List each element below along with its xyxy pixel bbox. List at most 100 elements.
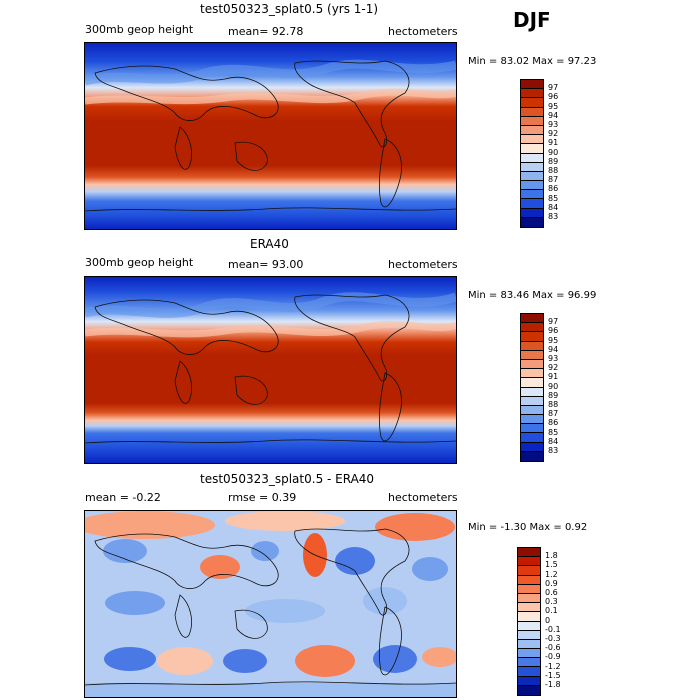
- panel-2-colorbar-swatch: [521, 415, 543, 425]
- panel-3-colorbar-tick-label: -1.8: [545, 680, 561, 689]
- panel-3-colorbar-swatch: [518, 658, 540, 668]
- panel-1-colorbar-swatch: [521, 153, 543, 163]
- panel-2-colorbar-tick-label: 94: [548, 344, 559, 354]
- panel-1-colorbar-swatch: [521, 199, 543, 209]
- panel-1-colorbar-tick-label: 87: [548, 175, 559, 185]
- panel-3-colorbar-tick-label: -0.1: [545, 624, 561, 634]
- panel-3-colorbar-swatch: [518, 557, 540, 567]
- panel-2-colorbar-swatch: [521, 359, 543, 370]
- panel-2-colorbar-swatch: [521, 314, 543, 324]
- panel-3-colorbar-tick-label: -0.9: [545, 652, 561, 662]
- panel-2-map: [84, 276, 457, 464]
- panel-1-colorbar-tick-label: 89: [548, 156, 559, 166]
- panel-1-map-graphic: [85, 43, 456, 229]
- panel-3-colorbar-swatch: [518, 685, 540, 695]
- panel-1-colorbar: [520, 79, 544, 228]
- panel-3-colorbar-tick-label: 0: [545, 615, 551, 625]
- panel-3-colorbar-swatch: [518, 649, 540, 659]
- panel-2-colorbar-swatch: [521, 451, 543, 461]
- panel-1-colorbar-tick-label: 96: [548, 92, 559, 102]
- panel-1-colorbar-tick-label: 91: [548, 138, 559, 148]
- panel-3-colorbar-swatch: [518, 566, 540, 576]
- panel-1-colorbar-tick-label: 88: [548, 166, 559, 175]
- panel-1-colorbar-tick-label: 90: [548, 147, 559, 157]
- panel-2-colorbar-tick-label: 83: [548, 446, 559, 455]
- panel-1-colorbar-tick-label: 85: [548, 193, 559, 203]
- panel-2-colorbar-tick-label: 95: [548, 335, 559, 345]
- panel-3-colorbar-swatch: [518, 603, 540, 613]
- panel-2-colorbar-tick-label: 91: [548, 372, 559, 382]
- panel-1-minmax: Min = 83.02 Max = 97.23: [468, 56, 597, 67]
- panel-2-colorbar-tick-label: 93: [548, 354, 559, 363]
- panel-2-colorbar-swatch: [521, 378, 543, 388]
- panel-1-colorbar-tick-label: 93: [548, 120, 559, 129]
- panel-1-colorbar-swatch: [521, 208, 543, 218]
- panel-1-colorbar-swatch: [521, 125, 543, 136]
- panel-1-colorbar-tick-label: 83: [548, 212, 559, 221]
- panel-3-colorbar-tick-label: 0.6: [545, 588, 558, 597]
- panel-3-colorbar-swatch: [518, 612, 540, 622]
- panel-2-map-graphic: [85, 277, 456, 463]
- panel-3-rmse-label: rmse = 0.39: [228, 491, 297, 504]
- panel-1-colorbar-swatch: [521, 217, 543, 227]
- panel-2-colorbar-swatch: [521, 387, 543, 397]
- panel-2-colorbar-tick-label: 89: [548, 390, 559, 400]
- panel-3-colorbar-tick-label: 1.8: [545, 551, 558, 561]
- panel-3-minmax: Min = -1.30 Max = 0.92: [468, 522, 588, 533]
- panel-1-colorbar-tick-label: 84: [548, 202, 559, 212]
- panel-1-colorbar-tick-label: 95: [548, 101, 559, 111]
- panel-2-colorbar-tick-label: 85: [548, 427, 559, 437]
- panel-1-colorbar-swatch: [521, 98, 543, 108]
- panel-2-variable-label: 300mb geop height: [85, 256, 194, 269]
- panel-2-colorbar-swatch: [521, 424, 543, 434]
- panel-2-colorbar-tick-label: 90: [548, 381, 559, 391]
- panel-1-colorbar-swatch: [521, 107, 543, 117]
- panel-1-colorbar-swatch: [521, 171, 543, 182]
- panel-3-colorbar-tick-label: 0.1: [545, 606, 558, 616]
- panel-1-colorbar-swatch: [521, 162, 543, 172]
- panel-1-colorbar-tick-label: 97: [548, 83, 559, 93]
- panel-3-colorbar-swatch: [518, 575, 540, 585]
- panel-1-colorbar-tick-label: 94: [548, 110, 559, 120]
- panel-1-variable-label: 300mb geop height: [85, 23, 194, 36]
- panel-3-colorbar: [517, 547, 541, 696]
- panel-3-colorbar-swatch: [518, 667, 540, 677]
- panel-2-colorbar-swatch: [521, 369, 543, 379]
- panel-3-colorbar-tick-label: 0.9: [545, 578, 558, 588]
- panel-1-title: test050323_splat0.5 (yrs 1-1): [200, 2, 379, 16]
- panel-2-minmax: Min = 83.46 Max = 96.99: [468, 290, 597, 301]
- panel-2-colorbar-swatch: [521, 396, 543, 406]
- panel-3-colorbar-tick-label: -0.6: [545, 643, 561, 653]
- panel-3-colorbar-swatch: [518, 584, 540, 594]
- panel-1-colorbar-tick-label: 92: [548, 129, 559, 139]
- panel-3-mean-label: mean = -0.22: [85, 491, 161, 504]
- panel-2-colorbar-tick-label: 88: [548, 400, 559, 409]
- panel-3-title: test050323_splat0.5 - ERA40: [200, 472, 375, 486]
- panel-2-colorbar-tick-label: 92: [548, 363, 559, 373]
- panel-1-colorbar-swatch: [521, 80, 543, 90]
- panel-1-colorbar-swatch: [521, 144, 543, 154]
- panel-3-colorbar-swatch: [518, 630, 540, 640]
- panel-2-title: ERA40: [250, 237, 289, 251]
- panel-3-colorbar-swatch: [518, 621, 540, 631]
- panel-3-colorbar-tick-label: -0.3: [545, 634, 561, 643]
- panel-2-colorbar-swatch: [521, 405, 543, 416]
- panel-3-colorbar-swatch: [518, 548, 540, 558]
- panel-2-colorbar-tick-label: 97: [548, 317, 559, 327]
- panel-1-colorbar-swatch: [521, 135, 543, 145]
- panel-2-colorbar-tick-label: 86: [548, 418, 559, 428]
- panel-3-map: [84, 510, 457, 698]
- panel-1-colorbar-tick-label: 86: [548, 184, 559, 194]
- panel-3-colorbar-swatch: [518, 593, 540, 604]
- panel-3-colorbar-tick-label: -1.2: [545, 661, 561, 671]
- panel-1-colorbar-swatch: [521, 190, 543, 200]
- panel-3-colorbar-tick-label: -1.5: [545, 670, 561, 680]
- panel-3-colorbar-tick-label: 1.2: [545, 569, 558, 579]
- panel-3-colorbar-tick-label: 1.5: [545, 560, 558, 570]
- panel-2-colorbar-tick-label: 84: [548, 436, 559, 446]
- panel-1-mean-label: mean= 92.78: [228, 25, 304, 38]
- panel-3-colorbar-tick-label: 0.3: [545, 597, 558, 607]
- panel-2-colorbar-swatch: [521, 323, 543, 333]
- panel-3-colorbar-swatch: [518, 639, 540, 650]
- panel-1-colorbar-swatch: [521, 89, 543, 99]
